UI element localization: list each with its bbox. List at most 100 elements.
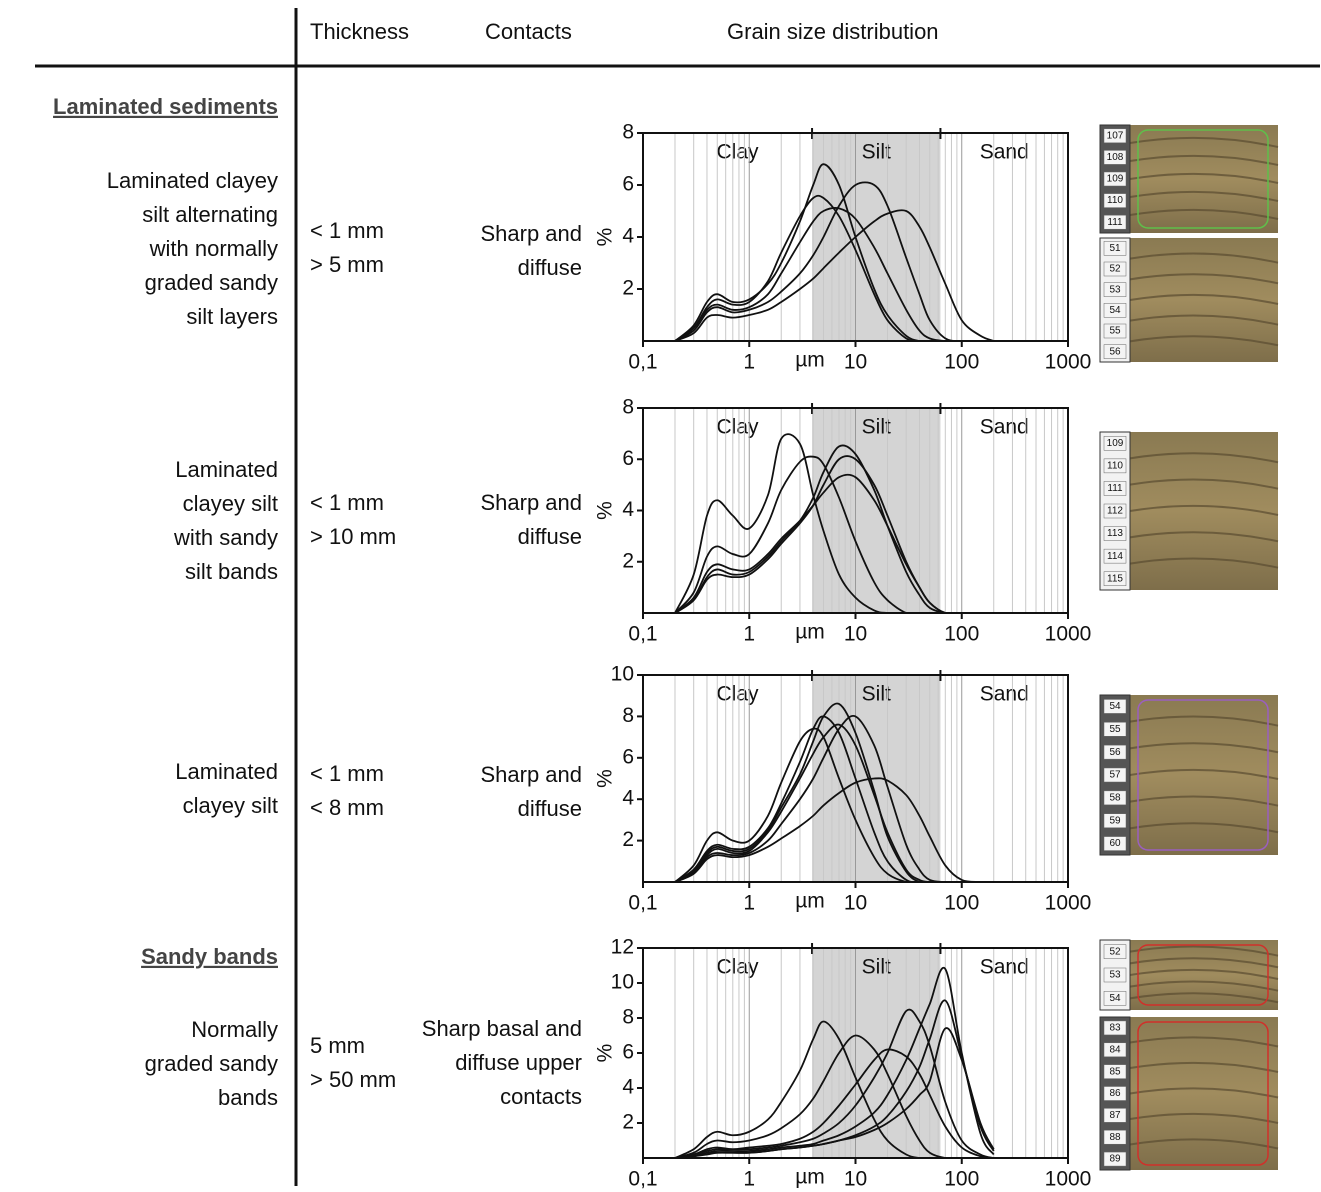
core-scale-cell [1103, 571, 1127, 586]
section-title: Sandy bands [141, 944, 278, 969]
series-line [674, 209, 995, 341]
y-tick-label: 4 [622, 225, 634, 248]
series-line [674, 702, 994, 882]
row-contacts: Sharp and [480, 221, 582, 246]
x-tick-label: 100 [944, 623, 979, 646]
core-scale [1099, 237, 1131, 363]
zone-label: Sand [980, 956, 1029, 979]
core-scale-cell [1103, 171, 1127, 187]
x-tick-label: 1000 [1045, 623, 1092, 646]
core-depth-label: 57 [1109, 770, 1121, 781]
core-lamina [1129, 945, 1279, 957]
core-scale-cell [1103, 548, 1127, 564]
y-tick-label: 8 [622, 1006, 634, 1029]
zone-band [812, 133, 941, 341]
row-description: Normally [191, 1017, 278, 1042]
core-lamina [1129, 335, 1279, 347]
core-depth-label: 83 [1109, 1023, 1121, 1034]
row-contacts: Sharp basal and [422, 1016, 582, 1041]
core-depth-label: 52 [1109, 264, 1121, 275]
core-lamina [1129, 1036, 1279, 1048]
row-description: silt bands [185, 559, 278, 584]
core-scale-cell [1103, 722, 1127, 737]
core-scale-cell [1103, 1042, 1127, 1058]
plot-frame [642, 674, 1069, 883]
core-depth-label: 51 [1109, 243, 1121, 254]
y-tick-label: 10 [611, 663, 634, 686]
core-scale-cell [1103, 481, 1127, 496]
core-lamina [1129, 742, 1279, 754]
core-depth-label: 111 [1107, 483, 1123, 494]
core-scale-cell [1103, 323, 1127, 339]
x-tick-label: 1000 [1045, 892, 1092, 915]
header-grain: Grain size distribution [727, 19, 939, 44]
core-depth-label: 54 [1109, 305, 1121, 316]
core-lamina [1129, 1138, 1279, 1150]
series-line [674, 207, 994, 341]
core-depth-label: 53 [1109, 970, 1121, 981]
series-line [674, 1008, 994, 1158]
core-outline [1137, 944, 1269, 1006]
core-lamina [1129, 822, 1279, 834]
core-scale-cell [1103, 303, 1127, 318]
zone-label: Clay [717, 141, 760, 164]
core-lamina [1129, 1087, 1279, 1099]
core-depth-label: 87 [1109, 1110, 1121, 1121]
x-tick-label: 1 [743, 1168, 755, 1191]
series-line [674, 163, 994, 341]
core-depth-label: 55 [1109, 326, 1121, 337]
core-lamina [1129, 768, 1279, 780]
y-tick-label: 6 [622, 447, 634, 470]
x-tick-label: 10 [844, 351, 867, 374]
zone-label: Silt [862, 416, 891, 439]
row-contacts: diffuse upper [455, 1050, 582, 1075]
y-tick-label: 2 [622, 1111, 634, 1134]
core-lamina [1129, 273, 1279, 285]
core-scale-cell [1103, 214, 1127, 230]
row-description: Laminated clayey [107, 168, 278, 193]
y-tick-label: 2 [622, 549, 634, 572]
core-scale-cell [1103, 836, 1127, 851]
core-depth-label: 113 [1107, 528, 1123, 539]
section-title: Laminated sediments [53, 94, 278, 119]
series-line [674, 181, 994, 341]
core-scale-cell [1103, 1151, 1127, 1167]
row-contacts: Sharp and [480, 762, 582, 787]
y-axis-label: % [594, 501, 617, 520]
x-tick-label: 0,1 [628, 892, 657, 915]
y-tick-label: 8 [622, 704, 634, 727]
header-contacts: Contacts [485, 19, 572, 44]
zone-label: Silt [862, 956, 891, 979]
header-thickness: Thickness [310, 19, 409, 44]
row-thickness: < 1 mm [310, 490, 384, 515]
core-depth-label: 89 [1109, 1154, 1121, 1165]
y-tick-label: 4 [622, 498, 634, 521]
row-description: with normally [149, 236, 278, 261]
row-thickness: < 1 mm [310, 218, 384, 243]
core-scale-cell [1103, 128, 1127, 144]
core-scale-cell [1103, 241, 1127, 256]
x-axis-unit: µm [795, 890, 825, 913]
row-thickness: > 10 mm [310, 524, 396, 549]
core-lamina [1129, 980, 1279, 992]
core-depth-label: 54 [1109, 701, 1121, 712]
core-depth-label: 56 [1109, 346, 1121, 357]
core-outline [1137, 1021, 1269, 1166]
core-lamina [1129, 992, 1279, 1004]
x-tick-label: 1 [743, 892, 755, 915]
x-tick-label: 100 [944, 1168, 979, 1191]
core-depth-label: 60 [1109, 838, 1121, 849]
row-thickness: 5 mm [310, 1033, 365, 1058]
x-axis-unit: µm [795, 621, 825, 644]
core-lamina [1129, 190, 1279, 202]
series-line [674, 473, 994, 613]
series-line [674, 194, 994, 341]
row-thickness: < 1 mm [310, 761, 384, 786]
core-depth-label: 88 [1109, 1132, 1121, 1143]
row-description: silt alternating [142, 202, 278, 227]
row-description: Laminated [175, 457, 278, 482]
y-axis-label: % [594, 228, 617, 247]
core-lamina [1129, 136, 1279, 148]
core-lamina [1129, 208, 1279, 220]
core-scale-cell [1103, 813, 1127, 828]
